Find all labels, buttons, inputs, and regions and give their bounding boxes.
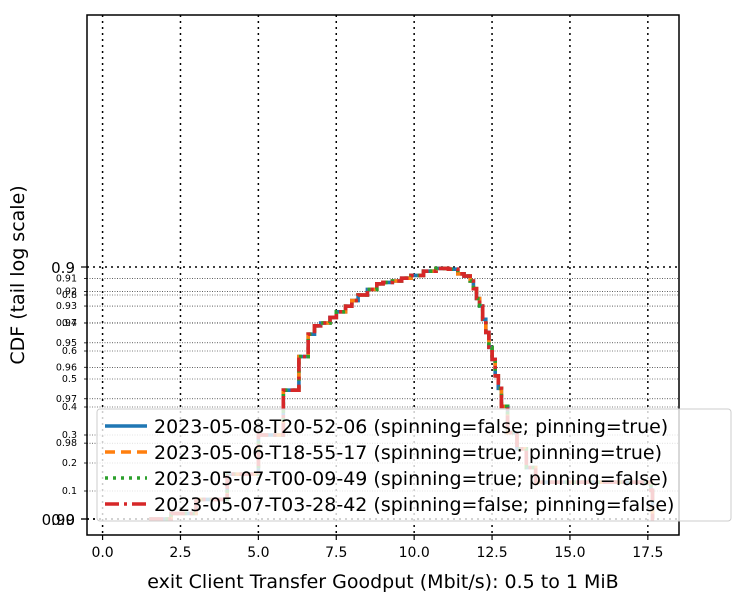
x-tick-label: 15.0 bbox=[554, 545, 585, 561]
y-minor-tick-label: 0.5 bbox=[62, 374, 77, 385]
x-axis-label: exit Client Transfer Goodput (Mbit/s): 0… bbox=[147, 571, 618, 593]
y-minor-tick-label: 0.3 bbox=[62, 430, 77, 441]
x-tick-label: 0.0 bbox=[91, 545, 113, 561]
y-minor-tick-label: 0.95 bbox=[56, 338, 77, 349]
y-major-tick-label: 0.9 bbox=[51, 259, 75, 277]
y-minor-tick-label: 0.92 bbox=[56, 286, 77, 297]
legend-label: 2023-05-08-T20-52-06 (spinning=false; pi… bbox=[154, 416, 668, 438]
legend-label: 2023-05-07-T00-09-49 (spinning=true; pin… bbox=[154, 468, 668, 490]
y-minor-tick-label: 0.7 bbox=[62, 318, 77, 329]
x-tick-label: 10.0 bbox=[399, 545, 430, 561]
x-tick-label: 7.5 bbox=[325, 545, 347, 561]
legend: 2023-05-08-T20-52-06 (spinning=false; pi… bbox=[96, 408, 732, 522]
y-minor-tick-label: 0.93 bbox=[56, 301, 77, 312]
y-minor-tick-label: 0.97 bbox=[56, 394, 77, 405]
y-major-tick-label: 0.99 bbox=[42, 511, 75, 529]
legend-label: 2023-05-06-T18-55-17 (spinning=true; pin… bbox=[154, 442, 662, 464]
y-minor-tick-label: 0.6 bbox=[62, 346, 77, 357]
legend-box bbox=[96, 408, 732, 522]
y-minor-tick-label: 0.4 bbox=[62, 402, 77, 413]
y-minor-tick-label: 0.2 bbox=[62, 458, 77, 469]
x-tick-label: 2.5 bbox=[169, 545, 191, 561]
y-minor-tick-label: 0.1 bbox=[62, 486, 77, 497]
x-tick-label: 5.0 bbox=[247, 545, 269, 561]
legend-label: 2023-05-07-T03-28-42 (spinning=false; pi… bbox=[154, 494, 674, 516]
tick-layer: 0.0 2.5 5.0 7.5 10.0 12.5 15.0 17.5 0.1 0.2 0.3 0.4… bbox=[42, 259, 664, 561]
x-tick-label: 12.5 bbox=[476, 545, 507, 561]
x-tick-label: 17.5 bbox=[632, 545, 663, 561]
y-minor-tick-label: 0.98 bbox=[56, 438, 77, 449]
y-minor-tick-label: 0.94 bbox=[56, 318, 77, 329]
series-line-4 bbox=[149, 266, 655, 521]
y-minor-tick-label: 0.91 bbox=[56, 274, 77, 285]
y-minor-tick-label: 0.8 bbox=[62, 290, 77, 301]
y-major-tick-label: 0.0 bbox=[51, 511, 75, 529]
y-minor-tick-label: 0.96 bbox=[56, 362, 77, 373]
y-axis-label: CDF (tail log scale) bbox=[7, 185, 29, 364]
plot-frame bbox=[86, 14, 680, 536]
